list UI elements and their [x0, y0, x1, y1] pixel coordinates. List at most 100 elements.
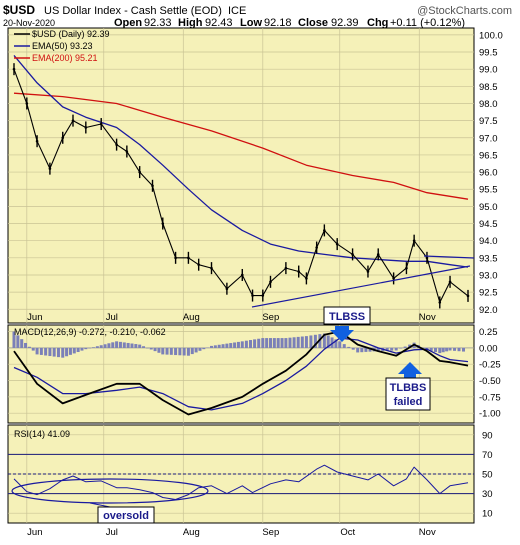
- macd-histogram-bar: [130, 343, 134, 348]
- macd-histogram-bar: [80, 347, 84, 351]
- macd-histogram-bar: [213, 345, 217, 348]
- macd-histogram-bar: [236, 341, 240, 348]
- price-y-tick-2: 93.0: [479, 270, 498, 281]
- macd-histogram-bar: [441, 347, 445, 353]
- resistance-trendline: [423, 255, 475, 259]
- legend-price: $USD (Daily) 92.39: [32, 29, 110, 39]
- macd-histogram-bar: [88, 347, 92, 349]
- macd-histogram-bar: [244, 340, 248, 348]
- high-value: 92.43: [205, 17, 233, 29]
- rsi-y-tick-2: 50: [482, 470, 493, 481]
- macd-histogram-bar: [368, 347, 372, 352]
- oversold-ellipse: [11, 478, 209, 504]
- macd-histogram-bar: [206, 347, 210, 349]
- macd-histogram-bar: [61, 347, 65, 358]
- price-line: [13, 69, 469, 303]
- macd-histogram-bar: [284, 338, 288, 348]
- rsi-label: RSI(14) 41.09: [14, 429, 70, 439]
- high-label: High: [178, 17, 203, 29]
- macd-histogram-bar: [16, 335, 20, 348]
- macd-histogram-bar: [31, 347, 35, 351]
- macd-histogram-bar: [338, 341, 342, 348]
- macd-line: [13, 330, 469, 416]
- macd-histogram-bar: [322, 333, 326, 348]
- macd-histogram-bar: [169, 347, 173, 355]
- macd-histogram-bar: [326, 335, 330, 348]
- macd-histogram-bar: [76, 347, 80, 353]
- tlbbs-text-2: failed: [394, 396, 423, 408]
- price-y-tick-12: 98.0: [479, 99, 498, 110]
- macd-histogram-bar: [462, 347, 466, 352]
- macd-histogram-bar: [44, 347, 48, 356]
- x-tick-label-top-3: Sep: [262, 312, 279, 323]
- macd-histogram-bar: [92, 347, 96, 348]
- macd-histogram-bar: [240, 341, 244, 348]
- macd-histogram-bar: [364, 347, 368, 352]
- macd-histogram-bar: [111, 342, 115, 348]
- macd-histogram-bar: [12, 331, 16, 348]
- grid-layer: [8, 28, 474, 523]
- macd-histogram-bar: [342, 344, 346, 348]
- low-label: Low: [240, 17, 262, 29]
- macd-histogram-bar: [190, 347, 194, 355]
- macd-label: MACD(12,26,9) -0.272, -0.210, -0.062: [14, 327, 166, 337]
- macd-histogram-bar: [157, 347, 161, 353]
- macd-histogram-bar: [149, 347, 153, 350]
- macd-histogram-bar: [356, 347, 360, 353]
- price-y-tick-9: 96.5: [479, 150, 498, 161]
- price-y-tick-10: 97.0: [479, 133, 498, 144]
- price-y-tick-15: 99.5: [479, 48, 498, 59]
- x-tick-label-top-2: Aug: [183, 312, 200, 323]
- macd-histogram-bar: [288, 337, 292, 348]
- header-exchange: ICE: [228, 5, 246, 17]
- macd-histogram-bar: [39, 347, 43, 355]
- close-value: 92.39: [331, 17, 359, 29]
- macd-histogram-bar: [313, 334, 317, 348]
- tlbss-box: [323, 306, 371, 325]
- macd-histogram-bar: [24, 342, 28, 348]
- price-y-tick-0: 92.0: [479, 305, 498, 316]
- x-tick-label-top-5: Nov: [419, 312, 436, 323]
- chg-label: Chg: [367, 17, 388, 29]
- macd-histogram-bar: [48, 347, 52, 357]
- macd-histogram-bar: [268, 338, 272, 348]
- macd-histogram-bar: [178, 347, 182, 356]
- series-layer: [12, 54, 470, 500]
- macd-histogram-bar: [233, 342, 237, 348]
- macd-histogram-bar: [182, 347, 186, 356]
- chg-value: +0.11 (+0.12%): [390, 17, 465, 29]
- macd-histogram-bar: [217, 344, 221, 348]
- macd-histogram-bar: [52, 347, 56, 357]
- rsi-y-tick-1: 70: [482, 450, 493, 461]
- macd-histogram-bar: [198, 347, 202, 351]
- macd-histogram-bar: [421, 347, 425, 348]
- x-tick-label-5: Nov: [419, 527, 436, 538]
- macd-histogram-bar: [272, 338, 276, 348]
- macd-histogram: [12, 331, 466, 358]
- macd-histogram-bar: [261, 338, 265, 348]
- tlbbs-text-1: TLBBS: [390, 382, 427, 394]
- macd-histogram-bar: [221, 344, 225, 348]
- macd-histogram-bar: [95, 346, 99, 348]
- macd-histogram-bar: [408, 344, 412, 348]
- macd-histogram-bar: [265, 338, 269, 348]
- macd-y-tick-3: -0.50: [479, 376, 501, 387]
- macd-histogram-bar: [453, 347, 457, 351]
- legend-ema200: EMA(200) 95.21: [32, 53, 98, 63]
- header-symbol: $USD: [3, 3, 35, 17]
- price-y-tick-16: 100.0: [479, 30, 503, 41]
- macd-histogram-bar: [280, 338, 284, 348]
- macd-histogram-bar: [257, 338, 261, 348]
- macd-histogram-bar: [304, 336, 308, 348]
- rsi-line: [13, 464, 469, 500]
- x-tick-label-4: Oct: [340, 527, 355, 538]
- x-tick-label-0: Jun: [27, 527, 42, 538]
- macd-histogram-bar: [434, 347, 438, 353]
- macd-histogram-bar: [210, 345, 214, 348]
- x-tick-label-3: Sep: [262, 527, 279, 538]
- axis-layer: JunJunJulJulAugAugSepSepOctOctNovNov92.0…: [27, 30, 503, 538]
- macd-histogram-bar: [115, 341, 119, 348]
- macd-histogram-bar: [118, 341, 122, 348]
